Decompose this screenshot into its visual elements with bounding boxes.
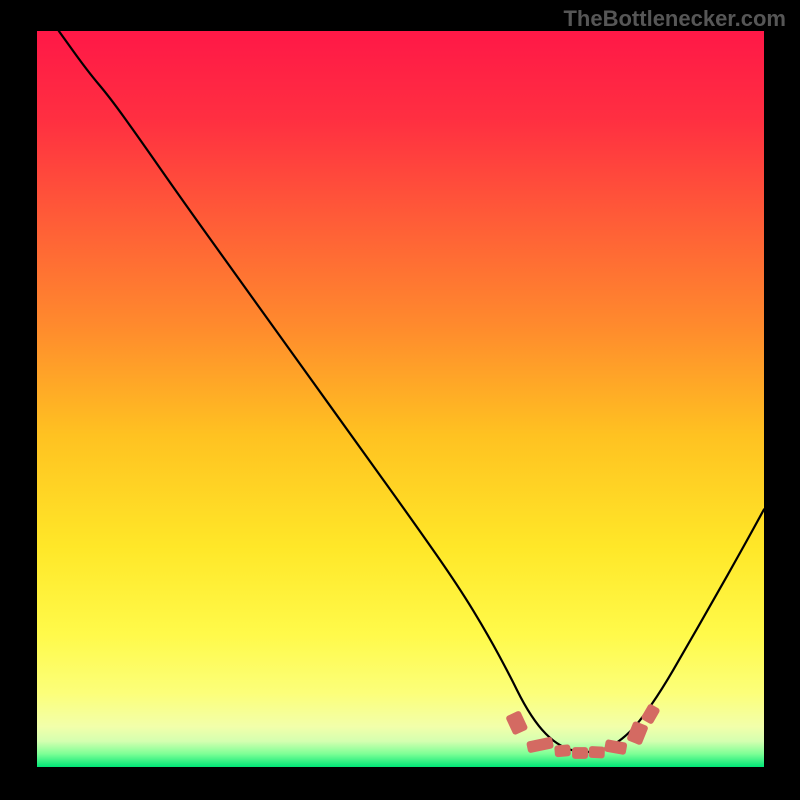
chart-stage: TheBottlenecker.com	[0, 0, 800, 800]
marker	[554, 744, 571, 757]
plot-svg	[37, 31, 764, 767]
marker	[572, 747, 588, 759]
gradient-background	[37, 31, 764, 767]
marker	[588, 746, 605, 759]
plot-area	[37, 31, 764, 767]
watermark-text: TheBottlenecker.com	[563, 6, 786, 32]
